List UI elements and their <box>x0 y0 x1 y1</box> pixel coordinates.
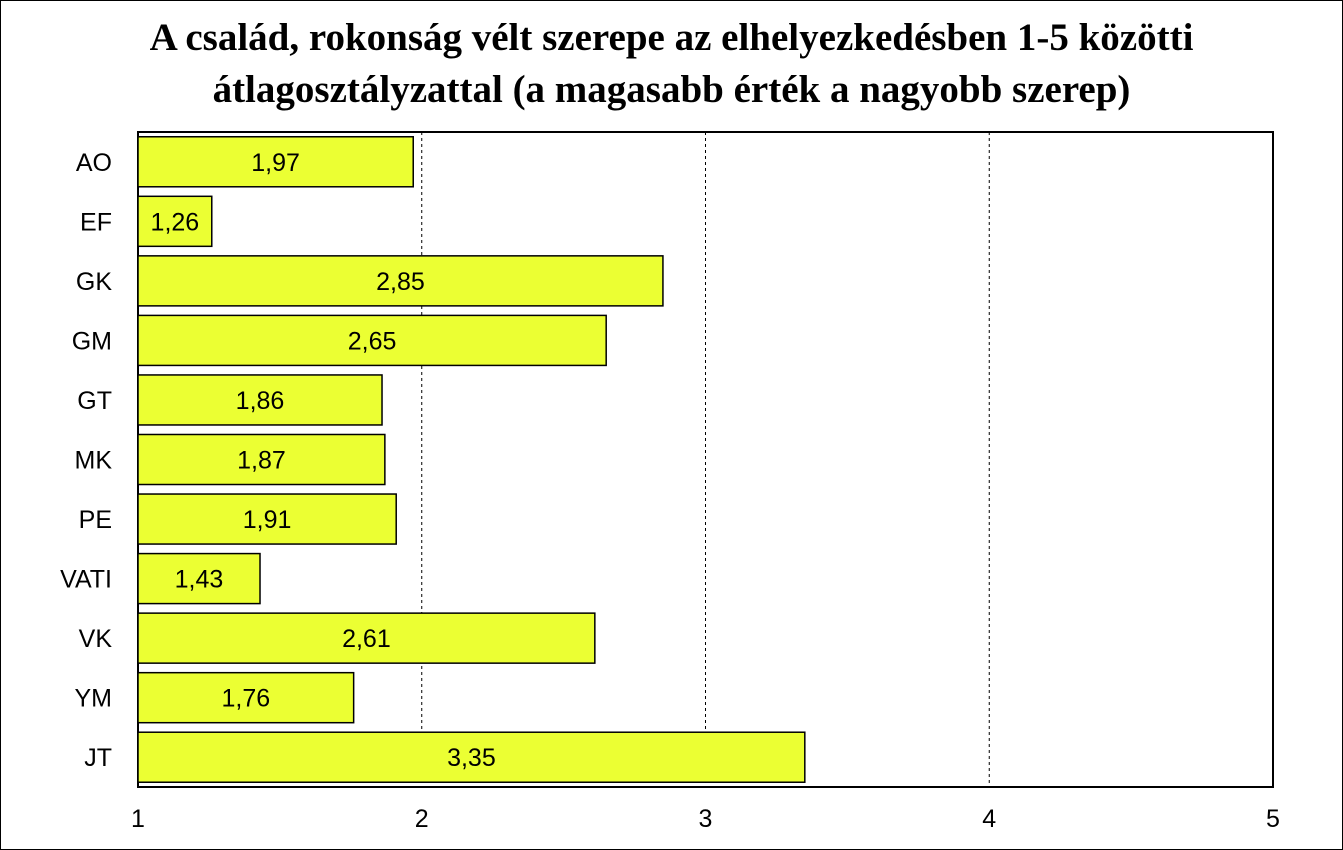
data-label-gk: 2,85 <box>376 268 425 296</box>
chart-title-line-2: átlagosztályzattal (a magasabb érték a n… <box>212 68 1131 111</box>
category-label-vk: VK <box>79 625 113 653</box>
category-label-jt: JT <box>84 744 112 772</box>
x-tick-label: 2 <box>415 805 429 833</box>
category-label-gm: GM <box>72 327 112 355</box>
data-label-pe: 1,91 <box>243 506 292 534</box>
category-label-ym: YM <box>75 685 113 713</box>
bars <box>137 136 806 783</box>
category-label-ef: EF <box>80 208 112 236</box>
bar-vati <box>137 552 261 605</box>
chart-title: A család, rokonság vélt szerepe az elhel… <box>0 12 1343 116</box>
bar-ef <box>137 195 213 248</box>
bar-vk <box>137 612 596 664</box>
category-axis: AO EF GK GM GT MK PE VATI VK YM JT <box>60 149 112 772</box>
data-labels: 1,97 1,26 2,85 2,65 1,86 1,87 1,91 1,43 2,61 1,76… <box>151 149 496 772</box>
data-label-gt: 1,86 <box>236 387 285 415</box>
bar-gt <box>137 374 383 426</box>
data-label-vati: 1,43 <box>175 566 224 594</box>
data-label-vk: 2,61 <box>342 625 391 653</box>
x-tick-label: 1 <box>131 805 145 833</box>
gridlines <box>421 132 990 787</box>
bar-gm <box>137 314 607 367</box>
bar-jt <box>137 731 806 783</box>
chart-title-line-1: A család, rokonság vélt szerepe az elhel… <box>149 16 1194 59</box>
x-tick-label: 3 <box>699 805 713 833</box>
bar-pe <box>137 493 397 545</box>
category-label-ao: AO <box>76 149 112 177</box>
category-label-pe: PE <box>79 506 112 534</box>
value-axis: 1 2 3 4 5 <box>131 805 1280 833</box>
data-label-ym: 1,76 <box>221 685 270 713</box>
data-label-jt: 3,35 <box>447 744 496 772</box>
category-label-gt: GT <box>77 387 112 415</box>
x-tick-label: 5 <box>1266 805 1280 833</box>
data-label-gm: 2,65 <box>348 327 397 355</box>
data-label-mk: 1,87 <box>237 447 286 475</box>
bar-ao <box>137 136 414 188</box>
bar-ym <box>137 671 355 724</box>
data-label-ef: 1,26 <box>151 208 200 236</box>
x-tick-label: 4 <box>982 805 996 833</box>
data-label-ao: 1,97 <box>251 149 300 177</box>
bar-gk <box>137 255 664 307</box>
category-label-mk: MK <box>75 447 113 475</box>
category-label-gk: GK <box>76 268 112 296</box>
category-label-vati: VATI <box>60 566 112 594</box>
bar-mk <box>137 433 386 486</box>
